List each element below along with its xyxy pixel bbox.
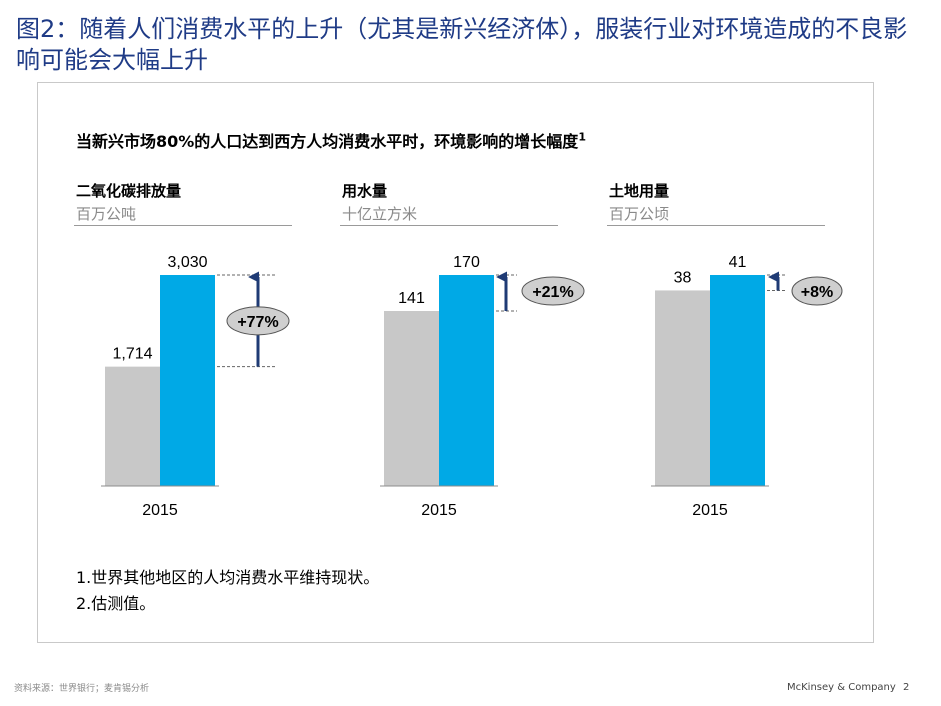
- brand-name: McKinsey & Company: [787, 682, 896, 693]
- subtitle-text: 当新兴市场80%的人口达到西方人均消费水平时，环境影响的增长幅度: [76, 132, 579, 151]
- value-label-projected-land: 41: [729, 254, 747, 271]
- metric-name-land: 土地用量: [609, 182, 670, 200]
- change-badge-co2: [226, 306, 290, 336]
- value-label-baseline-water: 141: [398, 290, 425, 307]
- chart-subtitle: 当新兴市场80%的人口达到西方人均消费水平时，环境影响的增长幅度1: [76, 128, 586, 152]
- category-label-land: 2015: [692, 502, 728, 519]
- change-badge-water: [521, 276, 585, 306]
- slide-title: 图2：随着人们消费水平的上升（尤其是新兴经济体），服装行业对环境造成的不良影响可…: [16, 15, 908, 74]
- bar-baseline-land: [655, 290, 710, 486]
- footnote-2: 2.估测值。: [76, 594, 156, 613]
- metric-name-water: 用水量: [342, 182, 388, 200]
- source-note: 资料来源：世界银行；麦肯锡分析: [14, 684, 150, 694]
- category-label-water: 2015: [421, 502, 457, 519]
- metric-unit-water: 十亿立方米: [342, 205, 418, 223]
- chart-frame: [37, 82, 874, 643]
- bar-projected-water: [439, 275, 494, 486]
- bar-baseline-water: [384, 310, 439, 486]
- change-label-co2: +77%: [237, 314, 278, 331]
- category-label-co2: 2015: [142, 502, 178, 519]
- bar-projected-co2: [160, 275, 215, 486]
- metric-unit-land: 百万公顷: [609, 205, 670, 223]
- bar-projected-land: [710, 275, 765, 486]
- metric-divider-water: [340, 225, 558, 226]
- value-label-projected-water: 170: [453, 254, 480, 271]
- value-label-projected-co2: 3,030: [167, 254, 207, 271]
- page-number: 2: [903, 682, 910, 693]
- value-label-baseline-co2: 1,714: [112, 346, 152, 363]
- metric-name-co2: 二氧化碳排放量: [76, 182, 182, 200]
- metric-divider-land: [607, 225, 825, 226]
- value-label-baseline-land: 38: [674, 269, 692, 286]
- change-label-water: +21%: [532, 284, 573, 301]
- metric-divider-co2: [74, 225, 292, 226]
- metric-unit-co2: 百万公吨: [76, 205, 137, 223]
- footnote-1: 1.世界其他地区的人均消费水平维持现状。: [76, 568, 380, 587]
- subtitle-footnote-marker: 1: [578, 130, 586, 144]
- bar-baseline-co2: [105, 366, 160, 486]
- change-label-land: +8%: [801, 284, 833, 301]
- change-badge-land: [791, 276, 843, 306]
